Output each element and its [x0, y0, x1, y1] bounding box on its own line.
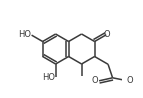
Text: O: O: [92, 76, 99, 85]
Text: HO: HO: [18, 30, 31, 39]
Text: O: O: [126, 76, 133, 85]
Text: O: O: [104, 30, 111, 39]
Text: HO: HO: [42, 73, 55, 82]
